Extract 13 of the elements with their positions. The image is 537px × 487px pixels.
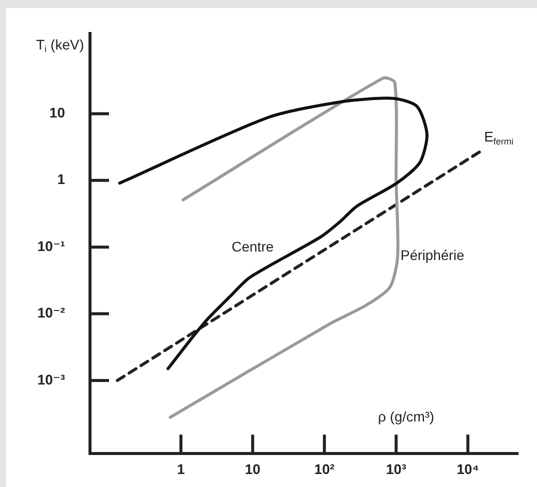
y-tick-label: 10⁻³ bbox=[37, 371, 66, 388]
y-tick-label: 10⁻¹ bbox=[37, 238, 66, 254]
annotation: Périphérie bbox=[400, 246, 465, 263]
y-tick-label: 10⁻² bbox=[37, 304, 66, 321]
x-tick-label: 10⁴ bbox=[456, 460, 480, 477]
y-tick-label: 10 bbox=[49, 104, 66, 121]
x-tick-label: 1 bbox=[177, 460, 186, 477]
x-tick-label: 10 bbox=[244, 460, 261, 477]
annotation: Centre bbox=[232, 238, 274, 255]
x-tick-label: 10³ bbox=[386, 460, 407, 477]
y-tick-label: 1 bbox=[57, 171, 66, 188]
x-tick-label: 10² bbox=[314, 460, 335, 477]
x-axis-title: ρ (g/cm³) bbox=[378, 408, 434, 424]
